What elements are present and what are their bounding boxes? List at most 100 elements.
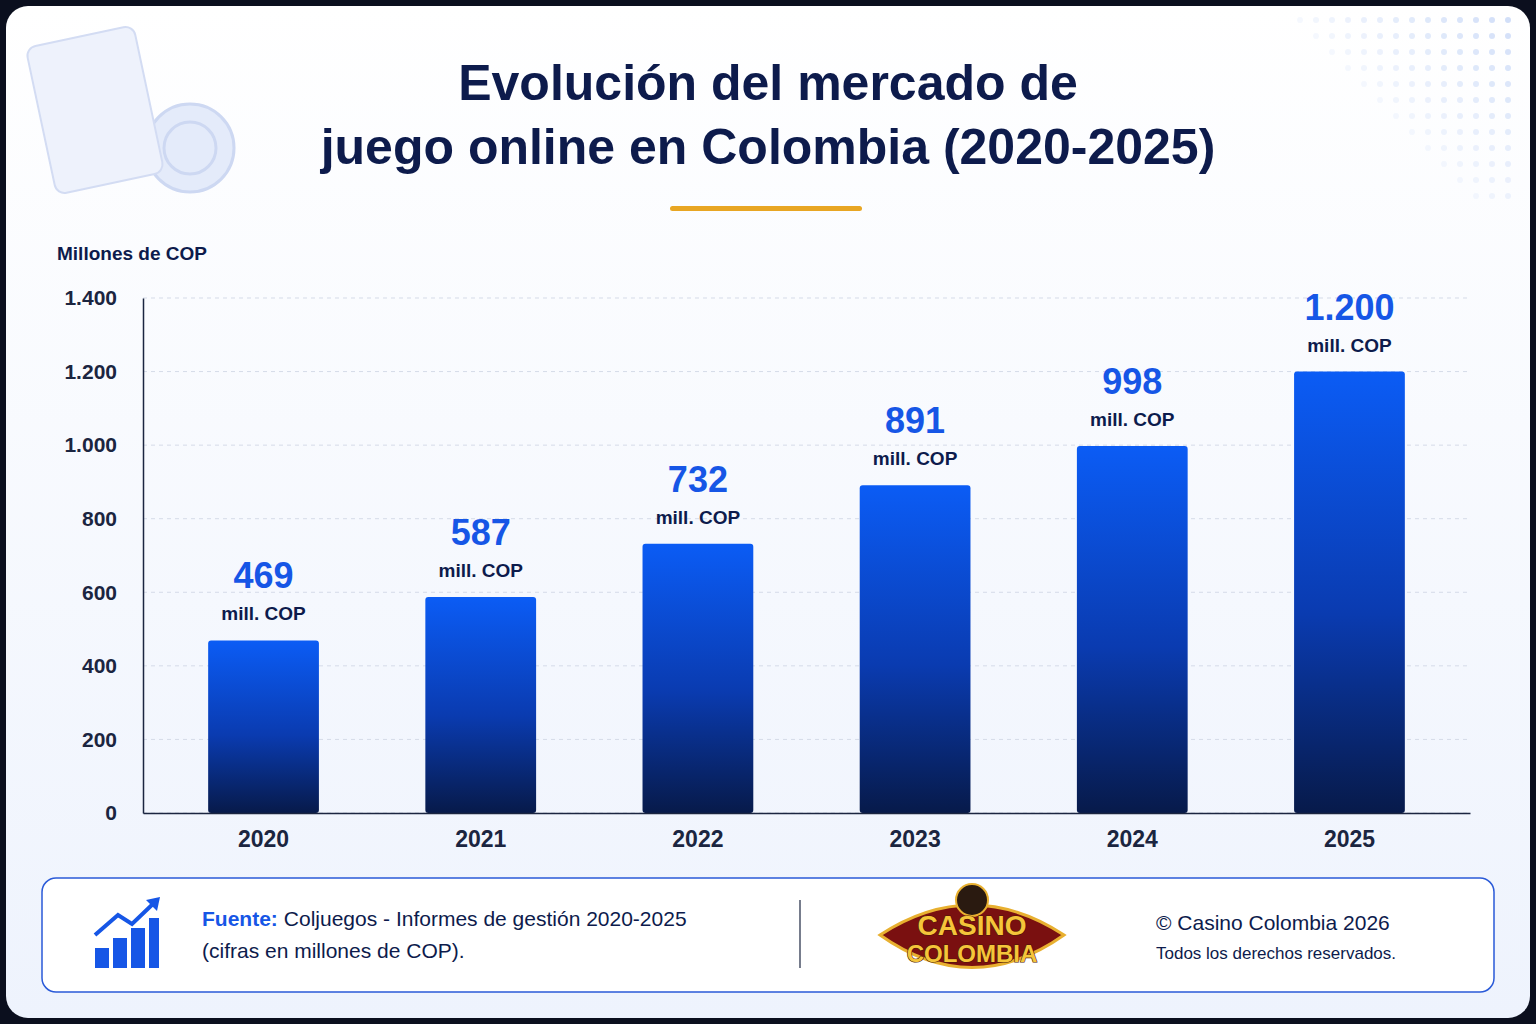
dot — [1393, 97, 1399, 103]
dot — [1473, 49, 1479, 55]
logo-text: COLOMBIA — [907, 940, 1038, 967]
dot — [1473, 193, 1479, 199]
bar — [1294, 372, 1405, 813]
dot — [1457, 177, 1463, 183]
y-tick-label: 400 — [82, 654, 117, 677]
dot — [1441, 65, 1447, 71]
dot — [1505, 145, 1511, 151]
x-axis: 202020212022202320242025 — [144, 813, 1471, 852]
dot — [1441, 161, 1447, 167]
icon-bar — [131, 928, 145, 968]
chart-canvas: Evolución del mercado de juego online en … — [0, 0, 1536, 1024]
dot — [1425, 81, 1431, 87]
dot — [1457, 17, 1463, 23]
dot — [1473, 129, 1479, 135]
dot — [1393, 33, 1399, 39]
x-tick-label: 2025 — [1324, 826, 1375, 852]
dot — [1409, 97, 1415, 103]
y-tick: 1.200 — [64, 360, 143, 383]
dot — [1425, 145, 1431, 151]
dot — [1409, 17, 1415, 23]
dot — [1489, 17, 1495, 23]
dot — [1393, 113, 1399, 119]
dot — [1505, 65, 1511, 71]
decor-dots — [1297, 17, 1511, 199]
dot — [1457, 33, 1463, 39]
dot — [1505, 177, 1511, 183]
x-tick-label: 2021 — [455, 826, 506, 852]
dot — [1377, 65, 1383, 71]
dot — [1489, 193, 1495, 199]
y-tick-label: 200 — [82, 728, 117, 751]
dot — [1489, 145, 1495, 151]
dot — [1505, 113, 1511, 119]
dot — [1505, 97, 1511, 103]
dot — [1425, 113, 1431, 119]
dot — [1457, 49, 1463, 55]
grid-line — [143, 298, 1470, 299]
icon-bar — [113, 938, 127, 968]
icon-bar — [149, 918, 159, 968]
source-line: Fuente:Coljuegos - Informes de gestión 2… — [202, 907, 687, 930]
dot — [1505, 81, 1511, 87]
data-label-unit: mill. COP — [438, 560, 523, 581]
x-tick-label: 2020 — [238, 826, 289, 852]
dot — [1489, 129, 1495, 135]
frame — [0, 0, 1536, 1024]
title-line: juego online en Colombia (2020-2025) — [320, 119, 1216, 175]
dot — [1409, 81, 1415, 87]
dot — [1425, 97, 1431, 103]
data-labels: 469mill. COP587mill. COP732mill. COP891m… — [221, 287, 1394, 625]
dot — [1361, 65, 1367, 71]
dot — [1393, 65, 1399, 71]
x-tick-label: 2023 — [890, 826, 941, 852]
bar — [1077, 446, 1188, 813]
decor-chip — [26, 25, 234, 195]
data-label-unit: mill. COP — [1090, 409, 1175, 430]
icon-arrow-head — [146, 897, 160, 911]
grid-line — [143, 445, 1470, 446]
x-tick: 2021 — [455, 813, 506, 852]
dot — [1473, 33, 1479, 39]
dot — [1377, 97, 1383, 103]
dot — [1345, 49, 1351, 55]
bar — [643, 544, 754, 813]
data-label-unit: mill. COP — [873, 448, 958, 469]
bar — [208, 640, 319, 813]
dot — [1505, 33, 1511, 39]
title-underline — [670, 206, 862, 211]
dot — [1457, 97, 1463, 103]
dot — [1377, 17, 1383, 23]
dot — [1489, 113, 1495, 119]
dot — [1313, 33, 1319, 39]
footer-divider — [799, 900, 800, 968]
dot — [1345, 33, 1351, 39]
footer: Fuente:Coljuegos - Informes de gestión 2… — [42, 878, 1494, 992]
y-tick: 1.000 — [64, 433, 143, 456]
dot — [1473, 145, 1479, 151]
dot — [1409, 65, 1415, 71]
y-tick: 600 — [82, 581, 143, 604]
bar — [860, 485, 971, 813]
card-shape — [26, 25, 165, 195]
dot — [1441, 33, 1447, 39]
data-label-value: 469 — [233, 555, 293, 596]
dot — [1345, 17, 1351, 23]
icon-bar — [95, 948, 109, 968]
dot — [1473, 177, 1479, 183]
grid — [143, 298, 1470, 813]
y-tick: 1.400 — [64, 286, 143, 309]
grid-line — [143, 371, 1470, 372]
dot — [1473, 97, 1479, 103]
dot — [1409, 33, 1415, 39]
grid-line — [143, 739, 1470, 740]
y-tick-label: 1.400 — [64, 286, 117, 309]
icon-arrow — [95, 902, 155, 935]
dot — [1297, 17, 1303, 23]
source-label: Fuente: — [202, 907, 278, 930]
x-tick-label: 2024 — [1107, 826, 1158, 852]
dot — [1473, 65, 1479, 71]
dot — [1505, 49, 1511, 55]
data-label-value: 891 — [885, 400, 945, 441]
title-line: Evolución del mercado de — [458, 55, 1078, 111]
